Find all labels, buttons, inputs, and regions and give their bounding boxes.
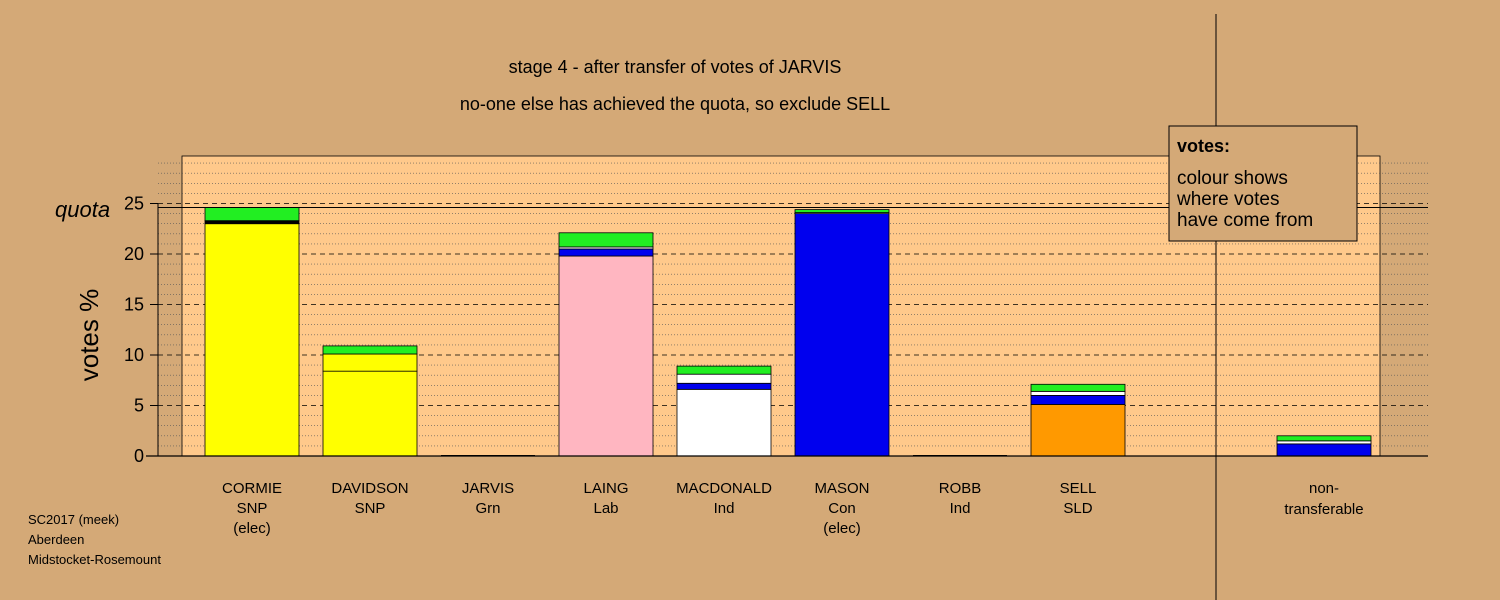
bar-segment — [1030, 383, 1126, 392]
category-party: Ind — [950, 500, 971, 517]
y-tick-label: 20 — [124, 244, 144, 264]
category-name: MACDONALD — [676, 480, 772, 497]
bar-segment — [1276, 435, 1372, 442]
bar-segment — [794, 213, 890, 457]
bar-segment — [794, 209, 890, 213]
bar-laing — [558, 232, 654, 457]
legend-line-1: colour shows — [1177, 168, 1288, 189]
bar-macdonald — [676, 365, 772, 457]
legend-title: votes: — [1177, 136, 1230, 156]
category-note: (elec) — [233, 520, 271, 537]
category-name: SELL — [1060, 480, 1097, 497]
legend-box — [1168, 125, 1358, 242]
category-name: CORMIE — [222, 480, 282, 497]
footer-line-3: Midstocket-Rosemount — [28, 552, 161, 567]
bar-segment — [204, 223, 300, 457]
footer-line-1: SC2017 (meek) — [28, 512, 119, 527]
category-name: MASON — [814, 480, 869, 497]
category-party: Lab — [593, 500, 618, 517]
y-tick-label: 25 — [124, 194, 144, 214]
category-name: JARVIS — [462, 480, 514, 497]
bar-segment — [204, 220, 300, 225]
y-axis-label: votes % — [74, 289, 104, 382]
bar-segment — [322, 353, 418, 372]
bar-davidson — [322, 345, 418, 457]
category-party: SLD — [1063, 500, 1092, 517]
bar-segment — [204, 207, 300, 222]
bar-segment — [1030, 404, 1126, 457]
category-labels: CORMIE SNP (elec) DAVIDSON SNP JARVIS Grn LAING… — [222, 480, 1364, 537]
axes: 0 5 10 15 20 25 — [124, 194, 1428, 466]
bar-cormie — [204, 207, 300, 457]
bar-segment — [558, 248, 654, 257]
quota-label: quota — [55, 197, 110, 222]
nontransferable-label: non- — [1309, 480, 1339, 497]
y-tick-label: 10 — [124, 345, 144, 365]
category-party: SNP — [355, 500, 386, 517]
bar-segment — [1030, 394, 1126, 405]
bar-segment — [676, 373, 772, 384]
category-note: (elec) — [823, 520, 861, 537]
legend-line-2: where votes — [1176, 189, 1279, 210]
legend: votes: colour shows where votes have com… — [1168, 125, 1358, 242]
bar-mason — [794, 209, 890, 457]
bars — [204, 207, 1372, 457]
chart-subtitle: no-one else has achieved the quota, so e… — [460, 94, 890, 114]
bar-nontransferable — [1276, 435, 1372, 457]
nontransferable-label: transferable — [1284, 501, 1363, 518]
bar-segment — [322, 345, 418, 355]
category-party: Ind — [714, 500, 735, 517]
footer-line-2: Aberdeen — [28, 532, 84, 547]
category-party: SNP — [237, 500, 268, 517]
bar-segment — [1030, 390, 1126, 396]
bar-segment — [1276, 443, 1372, 457]
y-tick-label: 15 — [124, 295, 144, 315]
category-name: LAING — [583, 480, 628, 497]
y-tick-label: 0 — [134, 446, 144, 466]
category-name: ROBB — [939, 480, 982, 497]
bar-segment — [558, 255, 654, 457]
category-party: Grn — [475, 500, 500, 517]
bar-segment — [676, 382, 772, 390]
y-tick-label: 5 — [134, 396, 144, 416]
bar-segment — [322, 370, 418, 457]
bar-segment — [676, 365, 772, 375]
legend-line-3: have come from — [1177, 210, 1313, 231]
chart-title: stage 4 - after transfer of votes of JAR… — [509, 57, 842, 77]
category-name: DAVIDSON — [331, 480, 408, 497]
bar-segment — [1276, 440, 1372, 445]
bar-segment — [558, 232, 654, 248]
category-party: Con — [828, 500, 856, 517]
bar-segment — [676, 388, 772, 457]
bar-sell — [1030, 383, 1126, 457]
